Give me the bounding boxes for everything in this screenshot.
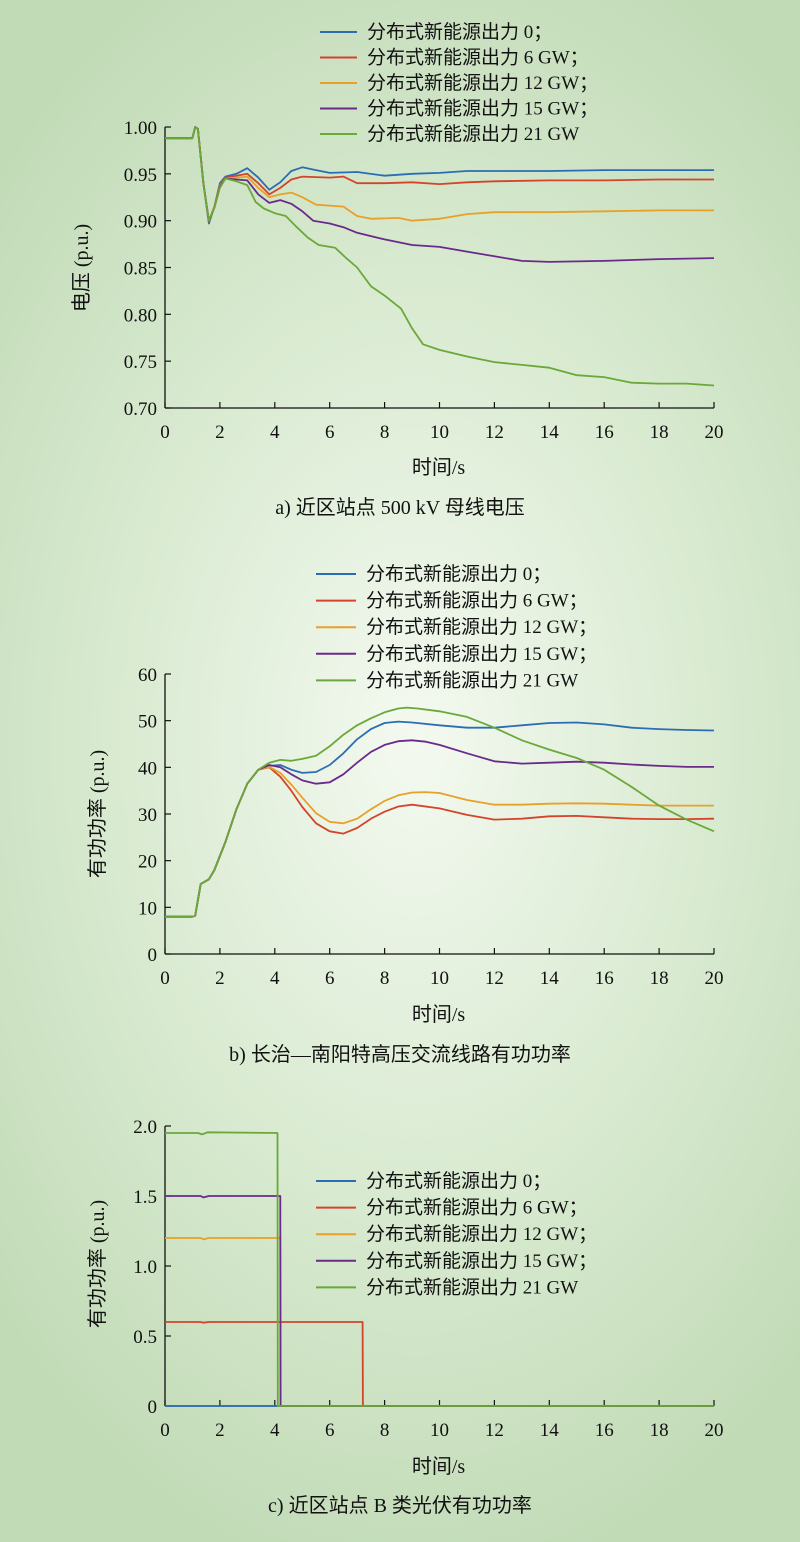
legend-label: 分布式新能源出力 12 GW；: [366, 616, 597, 638]
y-axis-label: 有功功率 (p.u.): [86, 1200, 109, 1328]
legend-label: 分布式新能源出力 0；: [366, 563, 551, 585]
x-tick-label: 4: [270, 422, 280, 443]
x-tick-label: 20: [705, 422, 724, 443]
x-tick-label: 16: [595, 422, 614, 443]
chart-panel-0: 0 2 4 6 8 10 12 14 16 18 20 0.70 0.75 0.80 0.85 0.90 0.9…: [70, 21, 724, 519]
legend-label: 分布式新能源出力 15 GW；: [366, 1250, 597, 1272]
x-tick-label: 0: [160, 968, 170, 989]
x-tick-label: 4: [270, 1420, 280, 1441]
y-axis-label: 电压 (p.u.): [70, 224, 93, 312]
x-tick-label: 20: [705, 1420, 724, 1441]
y-axis-label: 有功功率 (p.u.): [86, 750, 109, 878]
y-tick-label: 40: [138, 758, 157, 779]
x-axis-label: 时间/s: [412, 1455, 466, 1478]
series-line-4: [165, 126, 715, 387]
x-tick-label: 6: [325, 1420, 335, 1441]
y-tick-label: 0.85: [124, 259, 157, 280]
chart-caption: b) 长治—南阳特高压交流线路有功功率: [229, 1043, 571, 1066]
x-axis-label: 时间/s: [412, 456, 466, 479]
y-tick-label: 2.0: [133, 1117, 157, 1138]
legend-label: 分布式新能源出力 6 GW；: [367, 47, 589, 69]
x-tick-label: 2: [215, 422, 225, 443]
x-tick-label: 2: [215, 1420, 225, 1441]
x-tick-label: 8: [380, 968, 390, 989]
x-tick-label: 10: [430, 1420, 449, 1441]
legend-label: 分布式新能源出力 15 GW；: [367, 98, 598, 120]
y-tick-label: 1.0: [133, 1257, 157, 1278]
y-tick-label: 0.90: [124, 212, 157, 233]
x-tick-label: 8: [380, 422, 390, 443]
x-tick-label: 0: [160, 422, 170, 443]
x-tick-label: 6: [325, 968, 335, 989]
x-tick-label: 18: [650, 1420, 669, 1441]
legend-label: 分布式新能源出力 21 GW: [367, 123, 579, 145]
x-tick-label: 12: [485, 422, 504, 443]
y-tick-label: 1.5: [133, 1187, 157, 1208]
legend-label: 分布式新能源出力 0；: [366, 1170, 551, 1192]
x-tick-label: 14: [540, 422, 560, 443]
legend: 分布式新能源出力 0； 分布式新能源出力 6 GW； 分布式新能源出力 12 GW；…: [320, 21, 598, 145]
legend-label: 分布式新能源出力 6 GW；: [366, 1197, 588, 1219]
y-tick-label: 20: [138, 852, 157, 873]
x-tick-label: 16: [595, 1420, 614, 1441]
x-tick-label: 8: [380, 1420, 390, 1441]
x-tick-label: 2: [215, 968, 225, 989]
x-tick-label: 16: [595, 968, 614, 989]
x-tick-label: 14: [540, 1420, 560, 1441]
x-tick-label: 6: [325, 422, 335, 443]
y-tick-label: 1.00: [124, 118, 157, 139]
y-tick-label: 0.75: [124, 352, 157, 373]
x-tick-label: 18: [650, 968, 669, 989]
series-line-3: [165, 739, 714, 918]
y-tick-label: 10: [138, 898, 157, 919]
legend-label: 分布式新能源出力 0；: [367, 21, 552, 43]
series-line-3: [165, 126, 715, 263]
y-tick-label: 0: [148, 945, 158, 966]
y-tick-label: 0.95: [124, 165, 157, 186]
x-tick-label: 4: [270, 968, 280, 989]
x-tick-label: 0: [160, 1420, 170, 1441]
y-tick-label: 50: [138, 712, 157, 733]
x-tick-label: 10: [430, 968, 449, 989]
legend: 分布式新能源出力 0； 分布式新能源出力 6 GW； 分布式新能源出力 12 GW；…: [316, 563, 597, 691]
y-tick-label: 0.80: [124, 305, 157, 326]
x-tick-label: 14: [540, 968, 560, 989]
chart-panel-2: 0 2 4 6 8 10 12 14 16 18 20 0 0.5 1.0 1.5 2.0 有功功率 (p.u.…: [86, 1117, 724, 1517]
series-line-1: [165, 1321, 714, 1407]
chart-caption: c) 近区站点 B 类光伏有功功率: [268, 1494, 532, 1517]
x-tick-label: 20: [705, 968, 724, 989]
series-line-4: [165, 1131, 714, 1407]
y-tick-label: 0.70: [124, 399, 157, 420]
series-line-1: [165, 766, 715, 918]
chart-caption: a) 近区站点 500 kV 母线电压: [275, 496, 525, 519]
y-tick-label: 30: [138, 805, 157, 826]
legend-label: 分布式新能源出力 12 GW；: [366, 1223, 597, 1245]
legend-label: 分布式新能源出力 21 GW: [366, 1276, 578, 1298]
y-tick-label: 0.5: [133, 1327, 157, 1348]
legend: 分布式新能源出力 0； 分布式新能源出力 6 GW； 分布式新能源出力 12 GW；…: [316, 1170, 597, 1298]
series-line-4: [165, 706, 715, 918]
legend-label: 分布式新能源出力 15 GW；: [366, 643, 597, 665]
chart-panel-1: 0 2 4 6 8 10 12 14 16 18 20 0 10 20 30 40 50 60 有功功率 (p.u.…: [86, 563, 724, 1066]
legend-label: 分布式新能源出力 6 GW；: [366, 590, 588, 612]
x-axis-label: 时间/s: [412, 1003, 466, 1026]
x-tick-label: 12: [485, 968, 504, 989]
x-tick-label: 18: [650, 422, 669, 443]
x-tick-label: 10: [430, 422, 449, 443]
legend-label: 分布式新能源出力 21 GW: [366, 669, 578, 691]
x-tick-label: 12: [485, 1420, 504, 1441]
series-line-2: [165, 766, 714, 918]
y-tick-label: 60: [138, 665, 157, 686]
legend-label: 分布式新能源出力 12 GW；: [367, 72, 598, 94]
y-tick-label: 0: [148, 1397, 158, 1418]
